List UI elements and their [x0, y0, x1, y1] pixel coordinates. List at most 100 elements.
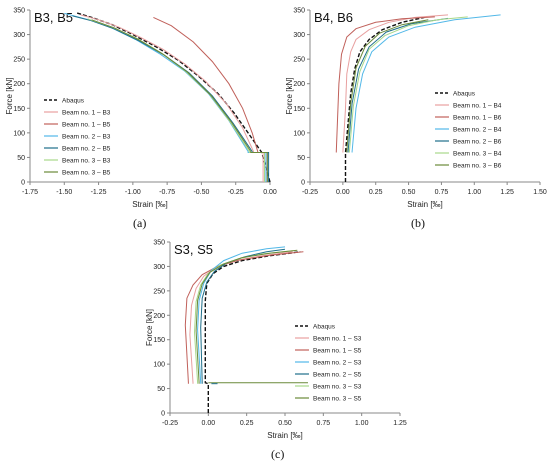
series-line: [351, 14, 501, 153]
legend-label: Beam no. 3 – B6: [453, 163, 502, 170]
y-tick-label: 250: [153, 288, 165, 295]
legend-label: Beam no. 2 – B4: [453, 127, 502, 134]
x-tick-label: -0.25: [162, 420, 178, 427]
legend-label: Beam no. 2 – B3: [62, 134, 111, 141]
x-tick-label: 0.75: [435, 189, 449, 196]
y-axis-label: Force [kN]: [145, 309, 154, 346]
y-tick-label: 100: [293, 130, 305, 137]
series-line: [204, 251, 301, 413]
x-axis-label: Strain [‰]: [132, 200, 168, 209]
series-line: [342, 14, 449, 153]
x-axis-label: Strain [‰]: [407, 200, 443, 209]
legend-label: Beam no. 1 – B3: [62, 110, 111, 117]
x-tick-label: 1.00: [467, 189, 481, 196]
x-tick-label: -0.25: [302, 189, 318, 196]
x-tick-label: -1.75: [22, 189, 38, 196]
series-line: [347, 17, 449, 153]
x-tick-label: -1.25: [91, 189, 107, 196]
x-tick-label: -0.75: [159, 189, 175, 196]
panel-b-label: (b): [411, 216, 425, 230]
legend-label: Abaqus: [62, 98, 85, 105]
x-tick-label: 0.75: [317, 420, 331, 427]
series-line: [344, 16, 425, 182]
y-tick-label: 100: [153, 362, 165, 369]
legend-label: Beam no. 3 – B4: [453, 151, 502, 158]
y-tick-label: 50: [297, 155, 305, 162]
y-tick-label: 200: [153, 313, 165, 320]
y-tick-label: 200: [293, 81, 305, 88]
x-tick-label: 0.50: [278, 420, 292, 427]
y-axis-label: Force [kN]: [5, 78, 14, 115]
chart-c-svg: -0.25 0.00 0.25 0.50 0.75 1.00 1.25 0 50 100 150 20…: [145, 240, 407, 441]
y-tick-label: 350: [13, 8, 25, 15]
panel-a-label: (a): [133, 216, 147, 230]
chart-a-svg: -1.75 -1.50 -1.25 -1.00 -0.75 -0.50 -0.25 0.00 0…: [5, 8, 277, 210]
chart-b-svg: -0.25 0.00 0.25 0.50 0.75 1.00 1.25 1.50 0 50 100 1…: [285, 8, 547, 210]
x-tick-label: 0.25: [369, 189, 383, 196]
y-tick-label: 250: [293, 57, 305, 64]
legend-label: Abaqus: [453, 91, 476, 98]
legend-label: Beam no. 2 – S5: [313, 372, 362, 379]
series-line: [153, 16, 268, 182]
chart-title: B4, B6: [314, 10, 353, 25]
y-tick-label: 300: [13, 32, 25, 39]
legend: Abaqus Beam no. 1 – B3 Beam no. 1 – B5 Beam…: [44, 98, 111, 177]
y-tick-label: 0: [161, 411, 165, 418]
x-tick-label: 0.00: [202, 420, 216, 427]
y-tick-label: 0: [21, 180, 25, 187]
series-line: [91, 19, 268, 182]
series-line: [346, 19, 429, 153]
legend-label: Beam no. 1 – S3: [313, 336, 362, 343]
series-line: [184, 251, 304, 384]
legend-label: Abaqus: [313, 324, 336, 331]
x-tick-label: 0.50: [402, 189, 416, 196]
x-tick-label: -0.25: [228, 189, 244, 196]
y-tick-label: 50: [17, 155, 25, 162]
legend: Abaqus Beam no. 1 – S3 Beam no. 1 – S5 Beam…: [295, 324, 362, 403]
y-tick-label: 0: [301, 180, 305, 187]
legend-label: Beam no. 3 – S3: [313, 384, 362, 391]
y-tick-label: 100: [13, 130, 25, 137]
series-line: [348, 16, 468, 153]
x-axis-label: Strain [‰]: [267, 431, 303, 440]
x-tick-label: 0.00: [263, 189, 277, 196]
legend-label: Beam no. 3 – S5: [313, 396, 362, 403]
legend-label: Beam no. 1 – B6: [453, 115, 502, 122]
y-tick-label: 50: [157, 386, 165, 393]
y-tick-label: 350: [153, 240, 165, 247]
chart-title: S3, S5: [174, 242, 213, 257]
chart-panel-c: -0.25 0.00 0.25 0.50 0.75 1.00 1.25 0 50 100 150 20…: [140, 232, 410, 463]
chart-title: B3, B5: [34, 10, 73, 25]
panel-c-label: (c): [271, 447, 285, 461]
legend: Abaqus Beam no. 1 – B4 Beam no. 1 – B6 Beam…: [435, 91, 502, 170]
legend-label: Beam no. 1 – B4: [453, 103, 502, 110]
x-tick-label: 1.25: [500, 189, 514, 196]
y-tick-label: 200: [13, 81, 25, 88]
x-tick-label: -1.00: [125, 189, 141, 196]
y-tick-label: 150: [153, 337, 165, 344]
y-tick-label: 150: [293, 106, 305, 113]
series-line: [197, 246, 286, 384]
legend-label: Beam no. 1 – B5: [62, 122, 111, 129]
y-tick-label: 350: [293, 8, 305, 15]
chart-panel-b: -0.25 0.00 0.25 0.50 0.75 1.00 1.25 1.50 0 50 100 1…: [280, 0, 550, 232]
series-line: [200, 248, 286, 384]
legend-label: Beam no. 2 – B5: [62, 146, 111, 153]
series-line: [195, 249, 298, 384]
x-tick-label: 1.25: [393, 420, 407, 427]
legend-label: Beam no. 1 – S5: [313, 348, 362, 355]
y-axis-label: Force [kN]: [285, 78, 294, 115]
x-tick-label: 1.50: [533, 189, 547, 196]
x-tick-label: -0.50: [193, 189, 209, 196]
y-tick-label: 250: [13, 57, 25, 64]
series-line: [335, 16, 435, 153]
x-tick-label: -1.50: [56, 189, 72, 196]
y-tick-label: 150: [13, 106, 25, 113]
chart-panel-a: -1.75 -1.50 -1.25 -1.00 -0.75 -0.50 -0.25 0.00 0…: [0, 0, 280, 232]
x-tick-label: 0.25: [240, 420, 254, 427]
x-tick-label: 1.00: [355, 420, 369, 427]
legend-label: Beam no. 3 – B5: [62, 170, 111, 177]
legend-label: Beam no. 2 – S3: [313, 360, 362, 367]
x-tick-label: 0.00: [336, 189, 350, 196]
y-tick-label: 300: [293, 32, 305, 39]
